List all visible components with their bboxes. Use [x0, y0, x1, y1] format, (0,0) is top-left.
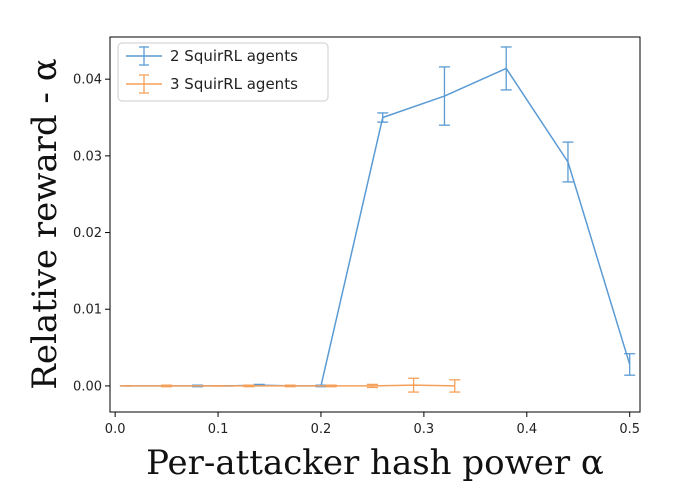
legend-entry-3-agents: 3 SquirRL agents: [126, 74, 298, 94]
error-bar: [408, 377, 420, 393]
legend: 2 SquirRL agents 3 SquirRL agents: [117, 42, 329, 102]
y-tick-label: 0.00: [73, 379, 102, 394]
x-tick-label: 0.2: [311, 422, 332, 437]
y-axis-title: Relative reward - α: [25, 58, 65, 389]
x-axis-ticks: 0.0 0.1 0.2 0.3 0.4 0.5: [105, 412, 640, 437]
x-tick-label: 0.5: [619, 422, 640, 437]
y-tick-label: 0.03: [73, 149, 102, 164]
error-bar: [377, 112, 389, 123]
y-tick-label: 0.04: [73, 73, 102, 88]
error-bar: [624, 353, 636, 376]
x-axis-title: Per-attacker hash power α: [146, 443, 604, 483]
y-axis-ticks: 0.00 0.01 0.02 0.03 0.04: [73, 73, 110, 394]
error-bar: [366, 383, 378, 389]
error-bar: [161, 384, 173, 388]
x-tick-label: 0.3: [414, 422, 435, 437]
legend-marker: [126, 74, 162, 94]
error-bar: [449, 379, 461, 393]
plot-frame: [109, 36, 641, 413]
error-bar: [325, 384, 337, 388]
series-3-agents: [119, 377, 461, 393]
error-bar: [438, 66, 450, 126]
legend-marker: [126, 46, 162, 66]
legend-label: 3 SquirRL agents: [170, 75, 298, 93]
legend-label: 2 SquirRL agents: [170, 47, 298, 65]
y-tick-label: 0.02: [73, 226, 102, 241]
y-tick-label: 0.01: [73, 303, 102, 318]
error-bar: [500, 46, 512, 91]
error-bar: [284, 384, 296, 388]
error-bar: [562, 141, 574, 183]
series-layer: [119, 46, 636, 393]
legend-entry-2-agents: 2 SquirRL agents: [126, 46, 298, 66]
error-bar: [243, 384, 255, 388]
x-tick-label: 0.4: [516, 422, 537, 437]
x-tick-label: 0.0: [105, 422, 126, 437]
legend-box: [117, 42, 329, 102]
x-tick-label: 0.1: [208, 422, 229, 437]
